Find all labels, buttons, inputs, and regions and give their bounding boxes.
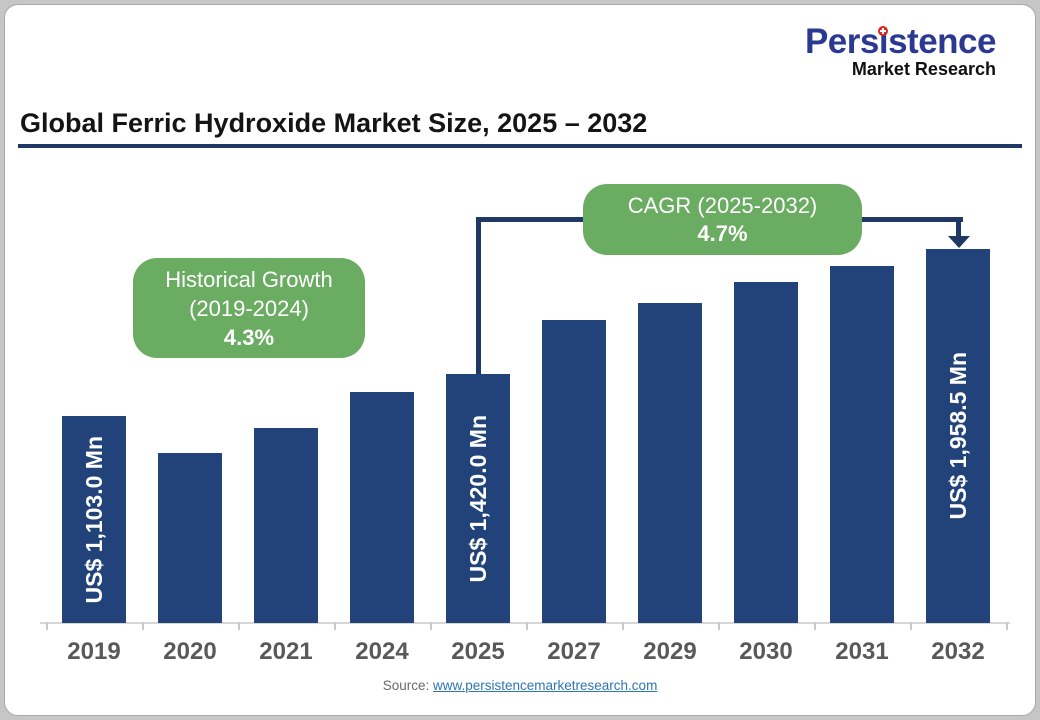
bar-value-label-2019: US$ 1,103.0 Mn xyxy=(80,435,107,604)
logo-text-post: stence xyxy=(888,22,996,61)
bar-2031 xyxy=(830,266,894,623)
bar-2020 xyxy=(158,453,222,623)
source-link[interactable]: www.persistencemarketresearch.com xyxy=(432,678,658,693)
bar-2032: US$ 1,958.5 Mn xyxy=(926,249,990,623)
x-axis-label-2021: 2021 xyxy=(259,638,313,665)
historical-growth-title: Historical Growth xyxy=(165,266,333,292)
logo: Persistence Market Research xyxy=(804,22,997,79)
x-axis-tick xyxy=(622,622,624,630)
logo-subtitle: Market Research xyxy=(851,59,996,79)
bar-2024 xyxy=(350,392,414,623)
source-line: Source: www.persistencemarketresearch.co… xyxy=(0,678,1040,693)
cagr-connector-vertical-line xyxy=(476,217,481,374)
bar-2021 xyxy=(254,428,318,623)
x-axis-tick xyxy=(334,622,336,630)
historical-growth-callout: Historical Growth (2019-2024) 4.3% xyxy=(133,258,365,358)
x-axis-label-2030: 2030 xyxy=(739,638,793,665)
x-axis-label-2027: 2027 xyxy=(547,638,601,665)
bar-2029 xyxy=(638,303,702,623)
x-axis-label-2024: 2024 xyxy=(355,638,409,665)
source-label: Source: xyxy=(382,678,430,693)
x-axis-tick xyxy=(142,622,144,630)
title-underline xyxy=(18,144,1022,148)
x-axis-tick xyxy=(718,622,720,630)
x-axis-tick xyxy=(1006,622,1008,630)
x-axis-line xyxy=(40,622,1010,624)
bar-2019: US$ 1,103.0 Mn xyxy=(62,416,126,623)
cagr-arrow-shaft xyxy=(956,217,961,238)
logo-red-dot-icon: i xyxy=(877,22,889,61)
historical-growth-value: 4.3% xyxy=(223,324,275,350)
bar-2025: US$ 1,420.0 Mn xyxy=(446,374,510,623)
cagr-value: 4.7% xyxy=(697,220,748,246)
logo-text-pre: Pers xyxy=(804,22,879,61)
x-axis-tick xyxy=(46,622,48,630)
cagr-arrow-head-icon xyxy=(948,236,970,248)
x-axis-label-2025: 2025 xyxy=(451,638,505,665)
x-axis-tick xyxy=(526,622,528,630)
bar-value-label-2025: US$ 1,420.0 Mn xyxy=(464,414,491,583)
cagr-callout: CAGR (2025-2032) 4.7% xyxy=(583,184,862,255)
x-axis-label-2031: 2031 xyxy=(835,638,889,665)
x-axis-tick xyxy=(814,622,816,630)
x-axis-tick xyxy=(238,622,240,630)
x-axis-tick xyxy=(910,622,912,630)
x-axis-label-2019: 2019 xyxy=(67,638,121,665)
page-title: Global Ferric Hydroxide Market Size, 202… xyxy=(20,108,648,138)
bar-2030 xyxy=(734,282,798,623)
bar-2027 xyxy=(542,320,606,623)
logo-wordmark: Persistence xyxy=(804,22,997,61)
x-axis-label-2032: 2032 xyxy=(931,638,985,665)
x-axis-label-2020: 2020 xyxy=(163,638,217,665)
historical-growth-range: (2019-2024) xyxy=(189,295,309,321)
cagr-title: CAGR (2025-2032) xyxy=(627,192,818,218)
bar-value-label-2032: US$ 1,958.5 Mn xyxy=(944,352,971,520)
x-axis-tick xyxy=(430,622,432,630)
x-axis-label-2029: 2029 xyxy=(643,638,697,665)
